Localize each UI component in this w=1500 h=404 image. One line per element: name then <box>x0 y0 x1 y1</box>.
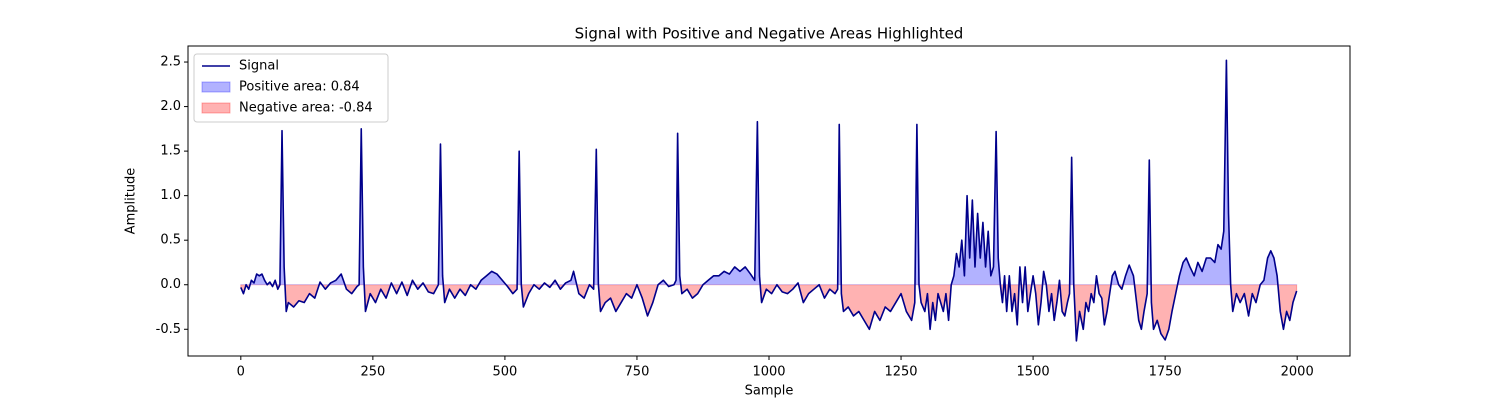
plot-frame <box>187 45 1351 357</box>
x-tick-label: 2000 <box>1281 365 1314 380</box>
x-axis-label: Sample <box>745 384 794 399</box>
y-tick-label: 0.0 <box>160 277 181 292</box>
x-tick-label: 0 <box>237 365 245 380</box>
y-tick-label: 1.5 <box>160 144 181 159</box>
legend-label: Signal <box>239 59 279 74</box>
signal-line <box>240 59 1298 342</box>
x-tick-label: 1750 <box>1149 365 1182 380</box>
x-tick-label: 750 <box>625 365 650 380</box>
legend-swatch <box>201 81 231 93</box>
y-tick-label: 1.0 <box>160 188 181 203</box>
x-tick-label: 500 <box>492 365 517 380</box>
y-tick-label: 2.0 <box>160 99 181 114</box>
legend-label: Positive area: 0.84 <box>239 80 360 95</box>
x-tick-label: 1250 <box>884 365 917 380</box>
y-tick-label: 0.5 <box>160 233 181 248</box>
area-fill <box>240 284 1298 342</box>
legend-swatch <box>201 102 231 114</box>
legend-label: Negative area: -0.84 <box>239 101 373 116</box>
legend-box <box>193 53 389 123</box>
x-tick-label: 1000 <box>752 365 785 380</box>
y-tick-label: -0.5 <box>156 322 181 337</box>
x-tick-label: 1500 <box>1017 365 1050 380</box>
y-axis-label: Amplitude <box>124 168 139 235</box>
chart-title: Signal with Positive and Negative Areas … <box>575 25 964 43</box>
y-tick-label: 2.5 <box>160 55 181 70</box>
x-tick-label: 250 <box>360 365 385 380</box>
